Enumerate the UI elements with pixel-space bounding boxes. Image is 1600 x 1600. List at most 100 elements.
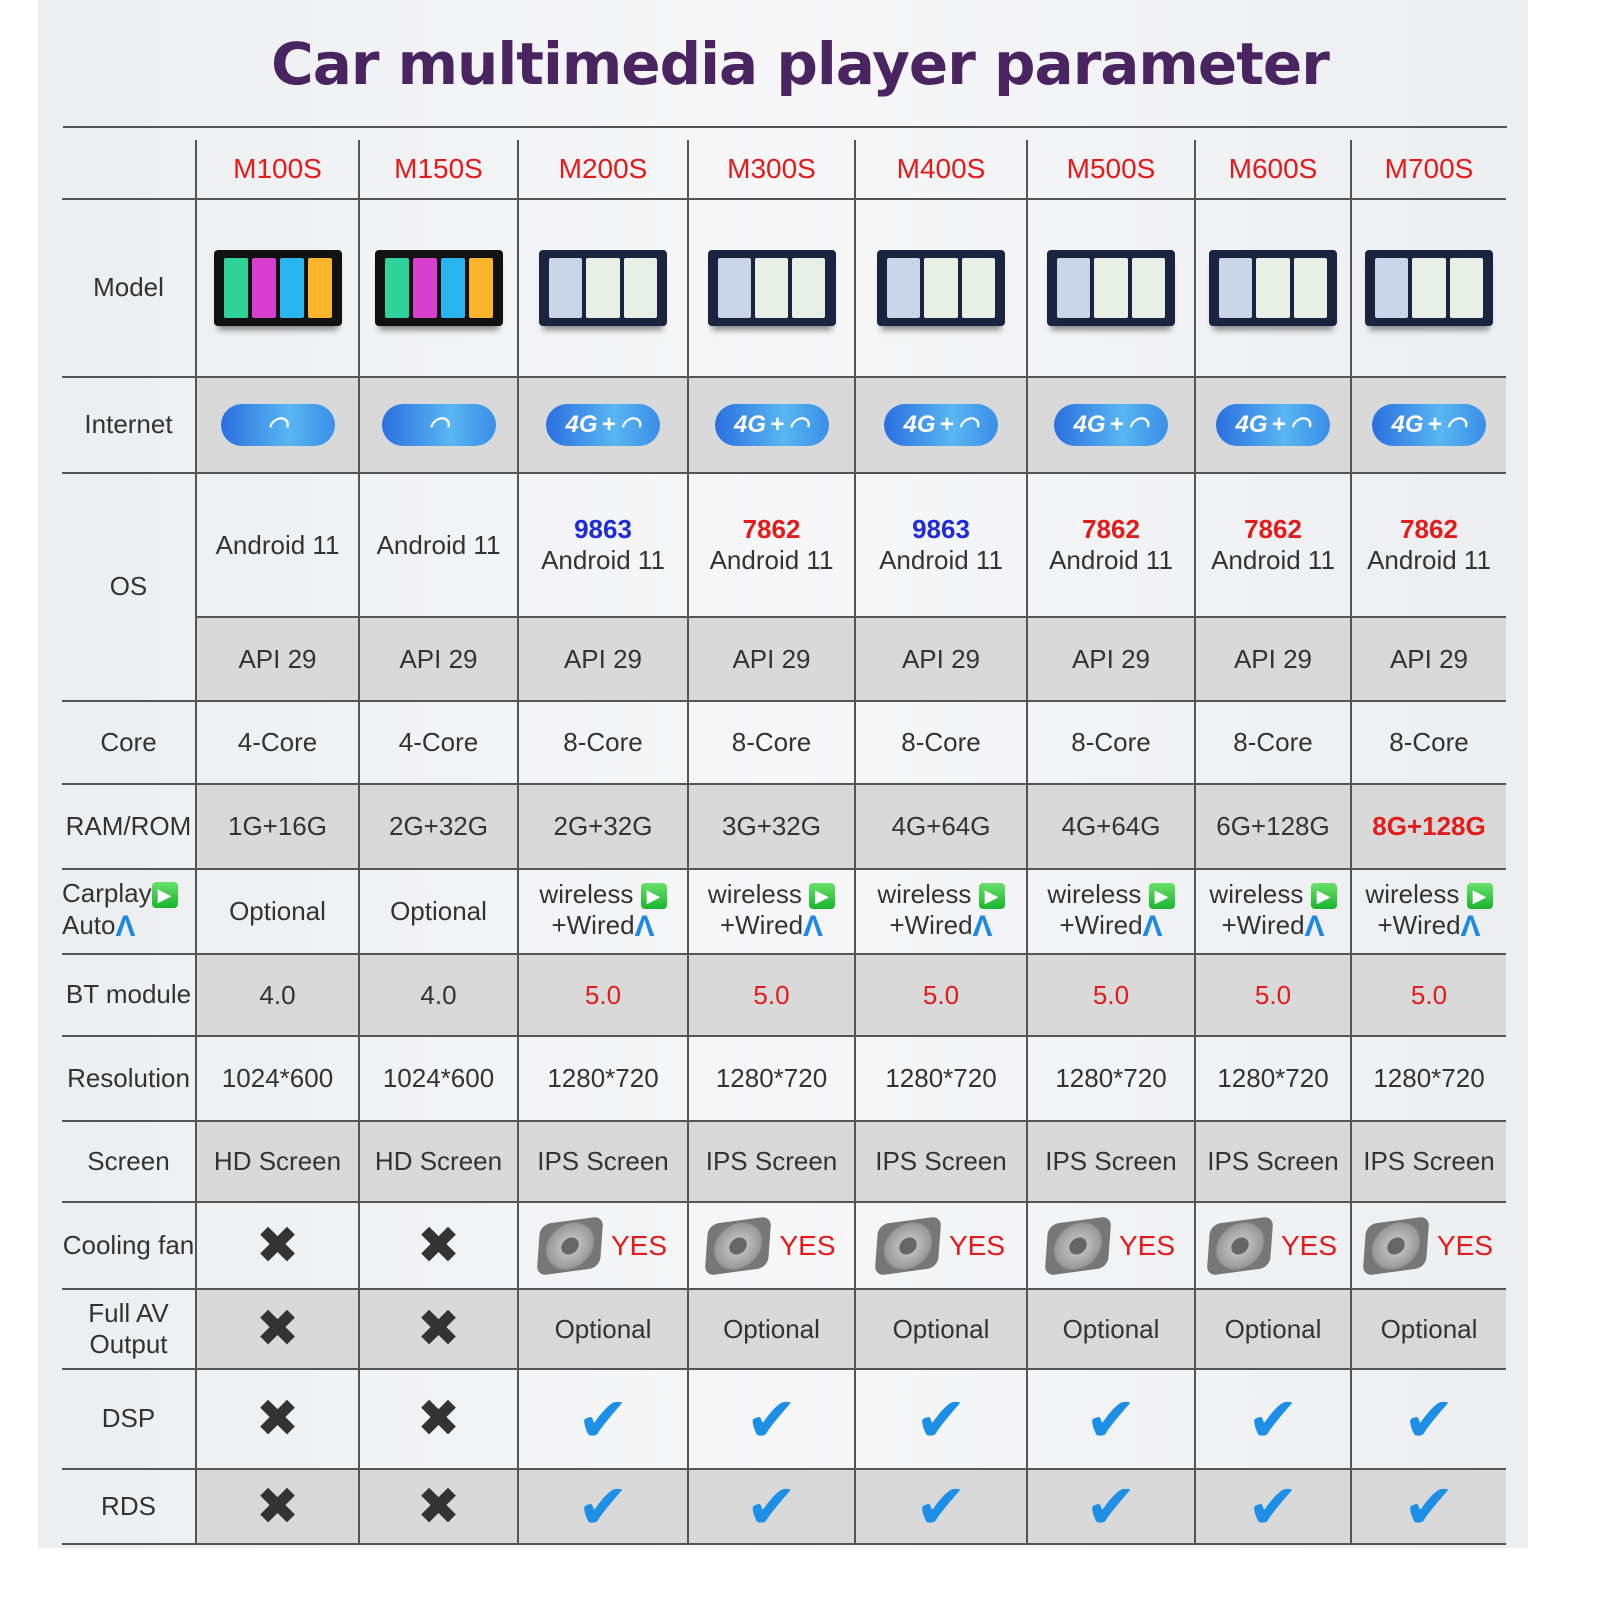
fan-yes: YES: [1206, 1215, 1337, 1276]
cell-value: 5.0: [1410, 979, 1448, 1010]
4g-label: 4G: [1235, 411, 1268, 438]
cell-value: 4-Core: [398, 727, 479, 757]
fan-yes: YES: [705, 1215, 836, 1276]
row-label: Carplay ▶ AutoΛ: [62, 870, 195, 955]
table-cell: 1024*600: [195, 1037, 358, 1122]
row-label: Screen: [62, 1122, 195, 1203]
cell-value: 1280*720: [1055, 1063, 1167, 1093]
cell-value: 4.0: [259, 979, 296, 1010]
table-cell: [358, 200, 517, 378]
divider: [63, 126, 1507, 128]
cell-value: 1024*600: [382, 1063, 495, 1093]
cell-value: Optional: [892, 1313, 990, 1344]
yes-label: YES: [1118, 1229, 1176, 1261]
product-image: [1365, 250, 1493, 326]
cell-value: API 29: [1233, 643, 1313, 674]
table-cell: [687, 200, 854, 378]
table-cell: 4G + ◠: [1350, 378, 1506, 474]
cell-value: API 29: [732, 643, 811, 674]
x-icon: ✖: [416, 1299, 461, 1359]
table-cell: ✖: [195, 1470, 358, 1545]
table-cell: IPS Screen: [687, 1122, 854, 1203]
table-cell: 1024*600: [358, 1037, 517, 1122]
table-cell: 4G + ◠: [1026, 378, 1194, 474]
fan-yes: YES: [536, 1215, 668, 1276]
table-cell: IPS Screen: [1026, 1122, 1194, 1203]
table-cell: ✖: [358, 1203, 517, 1290]
check-icon: ✔: [1085, 1470, 1137, 1543]
internet-badge: ◠: [381, 404, 496, 446]
plus-sign: +: [939, 411, 954, 438]
table-cell: 1280*720: [854, 1037, 1026, 1122]
product-image: [707, 250, 836, 326]
yes-label: YES: [610, 1229, 668, 1261]
table-cell: ✖: [358, 1290, 517, 1370]
table-cell: 9863 Android 11: [517, 474, 687, 618]
table-cell: ✖: [195, 1290, 358, 1370]
screen-tile: [924, 258, 958, 318]
cell-value: IPS Screen: [1363, 1146, 1495, 1176]
yes-label: YES: [948, 1229, 1006, 1261]
wifi-icon: ◠: [428, 411, 449, 439]
table-cell: Optional: [358, 870, 517, 955]
cell-value: 4G+64G: [891, 811, 991, 841]
screen-tile: [251, 258, 276, 318]
table-cell: 2G+32G: [358, 785, 517, 870]
table-cell: Optional: [687, 1290, 854, 1370]
table-cell: 5.0: [1194, 955, 1350, 1037]
wifi-icon: ◠: [788, 411, 809, 439]
cell-value: 4G+64G: [1061, 811, 1161, 841]
fan-yes: YES: [874, 1215, 1006, 1276]
table-cell: API 29: [358, 618, 517, 702]
cell-value: Optional: [1380, 1313, 1478, 1344]
chipset-number: 9863: [574, 514, 632, 544]
table-cell: YES: [1350, 1203, 1506, 1290]
cell-value: HD Screen: [374, 1146, 503, 1176]
table-cell: HD Screen: [358, 1122, 517, 1203]
cell-value: Optional: [723, 1313, 820, 1344]
carplay-icon: ▶: [1148, 883, 1175, 910]
table-cell: 4G+64G: [1026, 785, 1194, 870]
cell-value: 2G+32G: [388, 811, 488, 841]
product-image: [539, 250, 667, 326]
model-header: M200S: [517, 140, 687, 200]
table-cell: 8G+128G: [1350, 785, 1506, 870]
cell-value: 8-Core: [1233, 727, 1313, 757]
screen-tile: [717, 258, 751, 318]
4g-label: 4G: [734, 411, 767, 438]
screen-tile: [549, 258, 583, 318]
chipset-number: 7862: [1400, 514, 1458, 544]
screen-tile: [1131, 258, 1165, 318]
screen-tile: [792, 258, 826, 318]
table-cell: 4-Core: [358, 702, 517, 785]
table-cell: 9863 Android 11: [854, 474, 1026, 618]
row-label-text: Full AV Output: [88, 1297, 169, 1359]
table-cell: YES: [517, 1203, 687, 1290]
product-image: [1047, 250, 1175, 326]
internet-badge: 4G + ◠: [1216, 404, 1330, 446]
table-cell: YES: [687, 1203, 854, 1290]
carplay-value: Optional: [390, 896, 487, 926]
android-auto-icon: Λ: [1142, 910, 1163, 944]
wifi-icon: ◠: [1127, 411, 1149, 439]
model-header: M150S: [358, 140, 517, 200]
model-header: M600S: [1194, 140, 1350, 200]
carplay-icon: ▶: [1466, 883, 1493, 910]
model-header: M300S: [687, 140, 854, 200]
os-version: Android 11: [879, 545, 1003, 575]
table-cell: [1350, 200, 1506, 378]
carplay-value: wireless ▶: [1365, 879, 1493, 910]
table-cell: ✔: [1194, 1370, 1350, 1470]
table-cell: 3G+32G: [687, 785, 854, 870]
wired-label: +WiredΛ: [719, 909, 824, 944]
table-cell: [854, 200, 1026, 378]
page-title: Car multimedia player parameter: [271, 30, 1330, 98]
table-cell: ✔: [687, 1370, 854, 1470]
table-cell: 8-Core: [687, 702, 854, 785]
row-label: Full AV Output: [62, 1290, 195, 1370]
cell-value: 8-Core: [1071, 727, 1151, 757]
table-cell: 7862 Android 11: [1026, 474, 1194, 618]
carplay-value: wireless ▶: [1047, 879, 1175, 910]
plus-sign: +: [1427, 411, 1442, 438]
table-cell: YES: [1194, 1203, 1350, 1290]
